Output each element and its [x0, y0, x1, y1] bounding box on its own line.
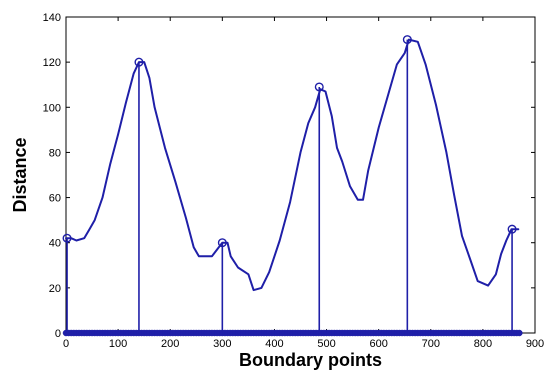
x-tick-label: 0 — [63, 338, 69, 350]
x-tick-label: 500 — [317, 338, 335, 350]
y-tick-label: 120 — [43, 57, 61, 69]
y-tick-label: 40 — [49, 238, 61, 250]
x-tick-label: 400 — [265, 338, 283, 350]
baseline-marker — [516, 329, 523, 337]
x-tick-label: 600 — [369, 338, 387, 350]
series-line — [65, 38, 520, 292]
y-tick-label: 100 — [43, 102, 61, 114]
peak-marker — [62, 233, 72, 243]
x-tick-label: 800 — [474, 338, 492, 350]
y-axis-title: Distance — [10, 137, 30, 212]
x-tick-label: 900 — [526, 338, 544, 350]
x-tick-label: 700 — [422, 338, 440, 350]
x-tick-label: 100 — [109, 338, 127, 350]
y-tick-label: 20 — [49, 283, 61, 295]
peak-marker — [314, 82, 324, 92]
peak-marker — [217, 238, 227, 248]
peak-marker — [134, 57, 144, 67]
peak-marker — [402, 35, 412, 45]
y-tick-label: 80 — [49, 147, 61, 159]
peak-marker — [507, 224, 517, 234]
x-tick-label: 300 — [213, 338, 231, 350]
x-tick-label: 200 — [161, 338, 179, 350]
x-axis-title: Boundary points — [239, 350, 382, 370]
y-tick-label: 140 — [43, 12, 61, 24]
y-tick-label: 60 — [49, 193, 61, 205]
y-tick-label: 0 — [55, 328, 61, 340]
